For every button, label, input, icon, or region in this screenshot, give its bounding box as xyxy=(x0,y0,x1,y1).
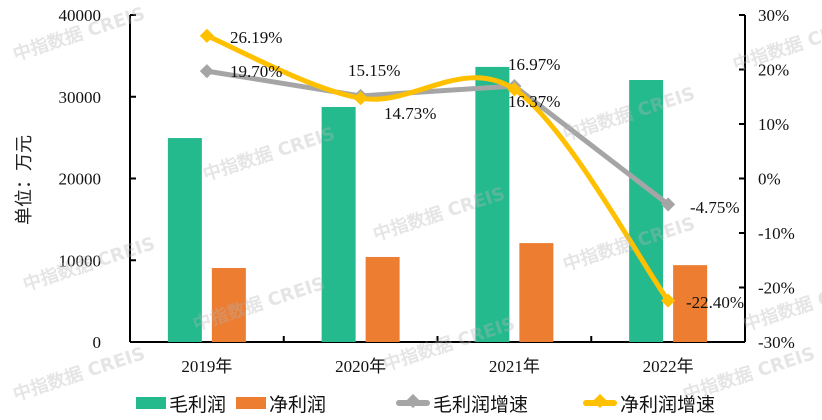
diamond-marker-icon xyxy=(199,64,214,79)
legend-line-gross-growth xyxy=(396,393,430,409)
data-label: 26.19% xyxy=(230,28,282,47)
data-label: 14.73% xyxy=(384,104,436,123)
diamond-marker-icon xyxy=(405,393,421,409)
bar xyxy=(365,256,400,342)
data-label: -4.75% xyxy=(690,198,740,217)
right-axis-ticks: -30% -20% -10% 0% 10% 20% 30% xyxy=(739,6,795,352)
x-axis-ticks: 2019年 2020年 2021年 2022年 xyxy=(181,336,694,376)
right-tick-label: -20% xyxy=(758,279,795,298)
legend-item-net-growth: 净利润增速 xyxy=(583,388,715,418)
diamond-marker-icon xyxy=(592,393,608,409)
left-tick-label: 20000 xyxy=(59,170,102,189)
legend-label: 净利润 xyxy=(269,393,327,416)
data-label: 16.97% xyxy=(508,55,560,74)
legend-swatch-net-profit xyxy=(236,397,266,409)
bar xyxy=(673,265,708,342)
x-tick-label: 2020年 xyxy=(335,357,386,376)
diamond-marker-icon xyxy=(353,91,368,106)
diamond-marker-icon xyxy=(199,28,214,43)
x-tick-label: 2022年 xyxy=(643,357,694,376)
line xyxy=(205,33,671,303)
legend-item-gross-profit: 毛利润 xyxy=(136,388,226,418)
line-series xyxy=(199,28,676,308)
diamond-marker-icon xyxy=(661,197,676,212)
diamond-marker-icon xyxy=(507,82,522,97)
bar xyxy=(629,79,664,343)
data-label: 16.37% xyxy=(508,92,560,111)
data-label: -22.40% xyxy=(686,293,744,312)
left-tick-label: 30000 xyxy=(59,88,102,107)
right-tick-label: 0% xyxy=(758,170,781,189)
legend: 毛利润 净利润 毛利润增速 净利润增速 xyxy=(0,388,822,418)
right-tick-label: 20% xyxy=(758,61,789,80)
left-tick-label: 10000 xyxy=(59,251,102,270)
left-tick-label: 0 xyxy=(93,333,102,352)
left-axis-ticks: 0 10000 20000 30000 40000 xyxy=(59,6,136,352)
y-axis-title: 单位：万元 xyxy=(14,135,35,225)
legend-line-net-growth xyxy=(583,393,617,409)
legend-label: 净利润增速 xyxy=(620,393,716,416)
bar xyxy=(167,138,202,342)
left-tick-label: 40000 xyxy=(59,6,102,25)
bar-series xyxy=(167,66,708,343)
right-tick-label: 10% xyxy=(758,115,789,134)
bar xyxy=(211,268,246,342)
data-label: 19.70% xyxy=(230,62,282,81)
data-label: 15.15% xyxy=(348,61,400,80)
diamond-marker-icon xyxy=(661,293,676,308)
bar xyxy=(519,243,554,342)
legend-item-net-profit: 净利润 xyxy=(236,388,326,418)
right-tick-label: -10% xyxy=(758,224,795,243)
x-tick-label: 2021年 xyxy=(489,357,540,376)
data-labels: 19.70% 15.15% 16.97% -4.75% 26.19% 14.73% 16.3… xyxy=(230,28,744,312)
combo-chart: 0 10000 20000 30000 40000 -30% -20% -10% 0% 10% 2… xyxy=(14,6,795,376)
line xyxy=(206,68,670,207)
x-tick-label: 2019年 xyxy=(181,357,232,376)
right-tick-label: 30% xyxy=(758,6,789,25)
bar xyxy=(475,66,510,342)
right-tick-label: -30% xyxy=(758,333,795,352)
bar xyxy=(321,106,356,342)
legend-swatch-gross-profit xyxy=(136,397,166,409)
legend-label: 毛利润增速 xyxy=(433,393,529,416)
legend-item-gross-growth: 毛利润增速 xyxy=(396,388,528,418)
legend-label: 毛利润 xyxy=(169,393,227,416)
